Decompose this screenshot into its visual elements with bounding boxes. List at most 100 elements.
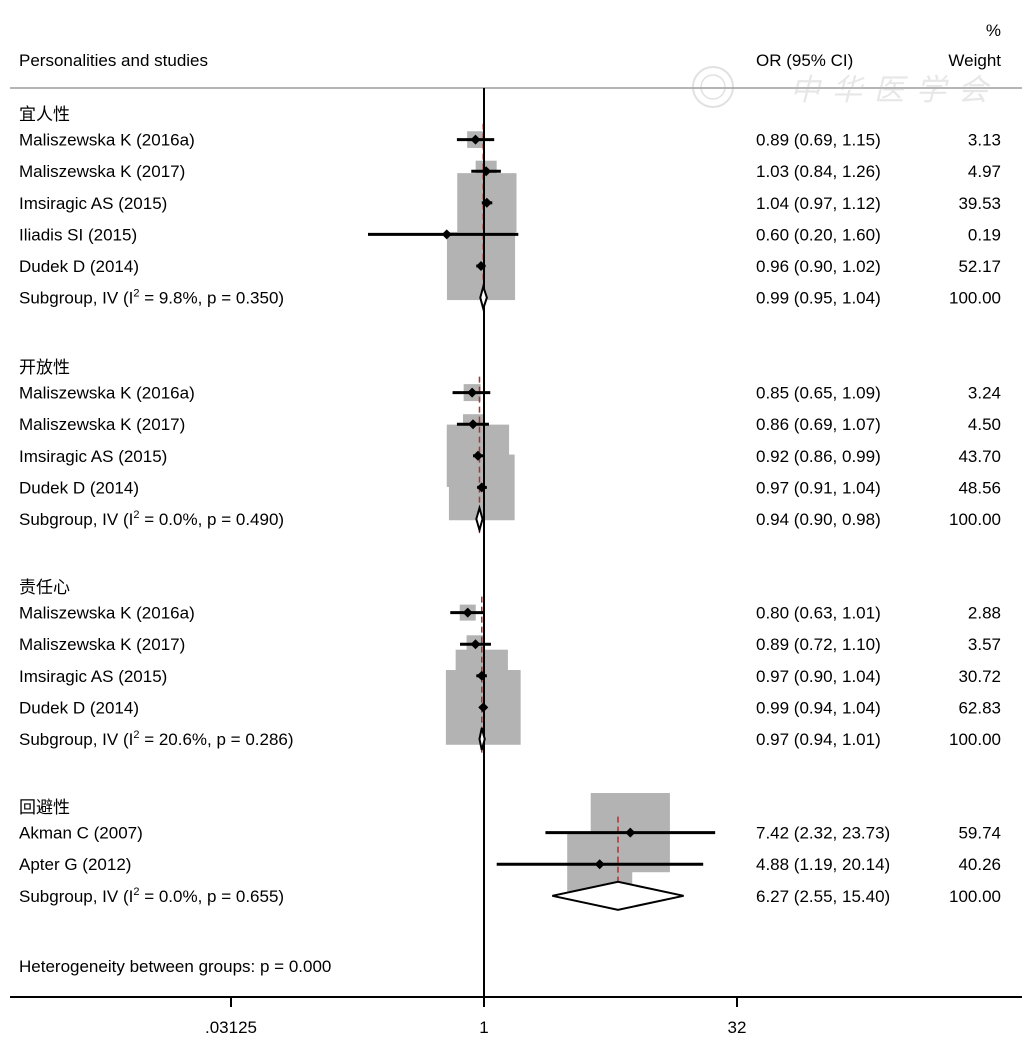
subgroup-label-text: Subgroup, IV (I	[19, 730, 133, 749]
studies-column-header: Personalities and studies	[19, 51, 208, 70]
odds-ratio-value: 0.89 (0.69, 1.15)	[756, 131, 881, 150]
odds-ratio-value: 0.80 (0.63, 1.01)	[756, 604, 881, 623]
point-estimate	[625, 827, 636, 838]
point-estimate	[467, 419, 478, 430]
effect-column-header: OR (95% CI)	[756, 51, 853, 70]
subgroup-diamond	[475, 504, 484, 534]
study-name: Imsiragic AS (2015)	[19, 667, 167, 686]
heterogeneity-note: Heterogeneity between groups: p = 0.000	[19, 957, 331, 976]
study-name: Imsiragic AS (2015)	[19, 447, 167, 466]
weight-value: 59.74	[958, 824, 1001, 843]
point-estimate	[467, 387, 478, 398]
subgroup-weight: 100.00	[949, 887, 1001, 906]
subgroup-diamond	[478, 727, 486, 751]
weight-value: 4.97	[968, 162, 1001, 181]
group-label: 宜人性	[19, 105, 70, 125]
odds-ratio-value: 0.92 (0.86, 0.99)	[756, 447, 881, 466]
weight-value: 3.24	[968, 384, 1001, 403]
subgroup-odds-ratio: 0.97 (0.94, 1.01)	[756, 730, 881, 749]
study-name: Iliadis SI (2015)	[19, 225, 137, 244]
weight-value: 2.88	[968, 604, 1001, 623]
group-label: 责任心	[19, 578, 70, 598]
weight-value: 52.17	[958, 257, 1001, 276]
subgroup-label: Subgroup, IV (I2 = 0.0%, p = 0.655)	[19, 886, 284, 906]
weight-value: 39.53	[958, 194, 1001, 213]
point-estimate	[481, 197, 492, 208]
point-estimate	[594, 859, 605, 870]
subgroup-weight: 100.00	[949, 730, 1001, 749]
weight-value: 62.83	[958, 698, 1001, 717]
weight-column-header: Weight	[948, 51, 1001, 70]
subgroup-weight: 100.00	[949, 510, 1001, 529]
watermark-seal-logo: 中华医学会	[692, 66, 1000, 108]
study-name: Maliszewska K (2016a)	[19, 384, 195, 403]
subgroup-label-stats: = 0.0%, p = 0.655)	[139, 887, 284, 906]
subgroup-label-text: Subgroup, IV (I	[19, 510, 133, 529]
weight-value: 40.26	[958, 855, 1001, 874]
weight-value: 3.13	[968, 131, 1001, 150]
weight-value: 30.72	[958, 667, 1001, 686]
point-estimate	[476, 482, 487, 493]
point-estimate	[476, 261, 487, 271]
subgroup-odds-ratio: 0.94 (0.90, 0.98)	[756, 510, 881, 529]
subgroup-label: Subgroup, IV (I2 = 0.0%, p = 0.490)	[19, 509, 284, 529]
point-estimate	[478, 702, 489, 713]
point-estimate	[470, 639, 481, 650]
odds-ratio-value: 1.04 (0.97, 1.12)	[756, 194, 881, 213]
subgroup-diamond	[479, 283, 488, 313]
study-name: Akman C (2007)	[19, 824, 143, 843]
study-name: Maliszewska K (2016a)	[19, 604, 195, 623]
x-tick-label: 1	[479, 1018, 488, 1037]
study-name: Dudek D (2014)	[19, 257, 139, 276]
odds-ratio-value: 0.96 (0.90, 1.02)	[756, 257, 881, 276]
i-squared-superscript: 2	[133, 729, 139, 741]
subgroup-odds-ratio: 0.99 (0.95, 1.04)	[756, 289, 881, 308]
subgroup-odds-ratio: 6.27 (2.55, 15.40)	[756, 887, 890, 906]
odds-ratio-value: 4.88 (1.19, 20.14)	[756, 855, 890, 874]
group-label: 开放性	[19, 358, 70, 378]
subgroup-label-stats: = 20.6%, p = 0.286)	[139, 730, 293, 749]
point-estimate	[481, 166, 492, 177]
subgroup-label-text: Subgroup, IV (I	[19, 289, 133, 308]
odds-ratio-value: 0.86 (0.69, 1.07)	[756, 415, 881, 434]
odds-ratio-value: 1.03 (0.84, 1.26)	[756, 162, 881, 181]
subgroup-label: Subgroup, IV (I2 = 20.6%, p = 0.286)	[19, 729, 294, 749]
weight-value: 3.57	[968, 635, 1001, 654]
point-estimate	[470, 134, 481, 145]
svg-text:中华医学会: 中华医学会	[790, 73, 1000, 108]
weight-value: 48.56	[958, 478, 1001, 497]
subgroup-label-stats: = 9.8%, p = 0.350)	[139, 289, 284, 308]
i-squared-superscript: 2	[133, 886, 139, 898]
odds-ratio-value: 0.85 (0.65, 1.09)	[756, 384, 881, 403]
study-name: Imsiragic AS (2015)	[19, 194, 167, 213]
study-name: Dudek D (2014)	[19, 478, 139, 497]
odds-ratio-value: 7.42 (2.32, 23.73)	[756, 824, 890, 843]
point-estimate	[472, 450, 483, 461]
i-squared-superscript: 2	[133, 288, 139, 300]
weight-value: 43.70	[958, 447, 1001, 466]
subgroup-label: Subgroup, IV (I2 = 9.8%, p = 0.350)	[19, 288, 284, 308]
odds-ratio-value: 0.97 (0.91, 1.04)	[756, 478, 881, 497]
study-name: Apter G (2012)	[19, 855, 131, 874]
subgroup-label-stats: = 0.0%, p = 0.490)	[139, 510, 284, 529]
study-name: Maliszewska K (2016a)	[19, 131, 195, 150]
x-tick-label: .03125	[205, 1018, 257, 1037]
odds-ratio-value: 0.89 (0.72, 1.10)	[756, 635, 881, 654]
weight-value: 4.50	[968, 415, 1001, 434]
subgroup-weight: 100.00	[949, 289, 1001, 308]
weight-percent-header: %	[986, 21, 1001, 40]
i-squared-superscript: 2	[133, 509, 139, 521]
odds-ratio-value: 0.99 (0.94, 1.04)	[756, 698, 881, 717]
odds-ratio-value: 0.97 (0.90, 1.04)	[756, 667, 881, 686]
point-estimate	[476, 670, 487, 681]
odds-ratio-value: 0.60 (0.20, 1.60)	[756, 225, 881, 244]
study-name: Maliszewska K (2017)	[19, 162, 185, 181]
study-name: Dudek D (2014)	[19, 698, 139, 717]
point-estimate	[441, 229, 452, 240]
weight-value: 0.19	[968, 225, 1001, 244]
subgroup-diamond	[552, 880, 684, 911]
subgroup-label-text: Subgroup, IV (I	[19, 887, 133, 906]
x-tick-label: 32	[728, 1018, 747, 1037]
point-estimate	[462, 607, 473, 618]
